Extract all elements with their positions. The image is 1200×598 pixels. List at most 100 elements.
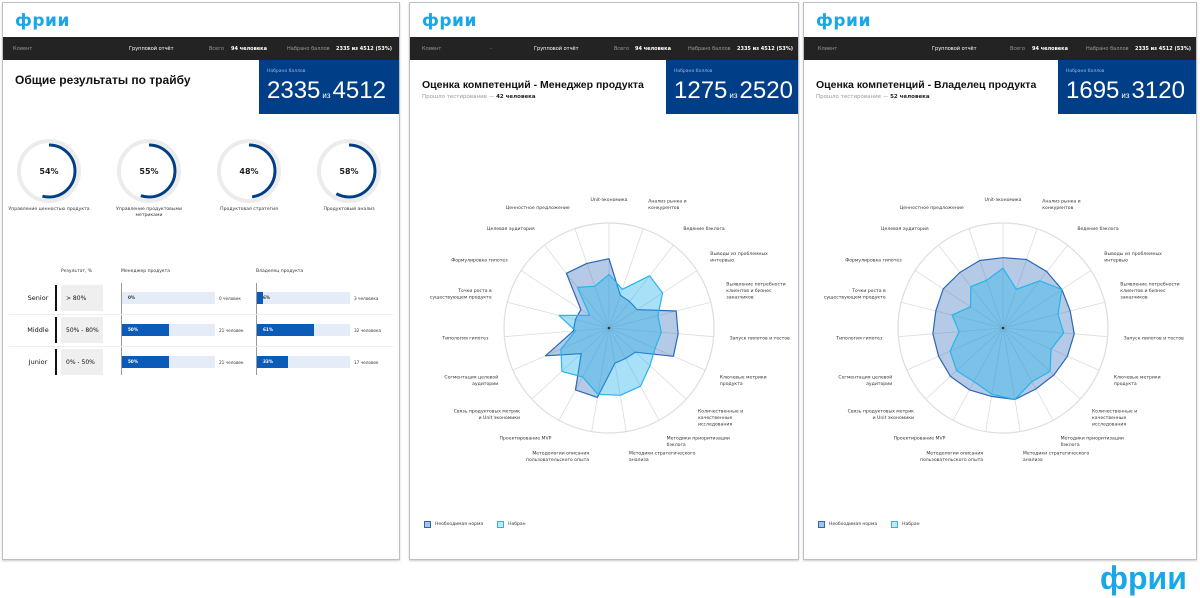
radar-axis-label: Методики стратегического анализа [629,451,696,464]
radar-spoke [520,270,610,329]
row-marker [55,317,57,343]
manager-bar-fill [122,356,169,368]
radar-spoke [906,327,1004,371]
radar-spoke [1002,244,1068,329]
manager-bar: 0% [122,292,215,304]
radar-axis-label: Запуск пилотов и тестов [1124,335,1185,341]
radar-axis-label: Выводы из проблемных интервью [1104,251,1162,264]
row-level: Middle [27,326,49,334]
radar-axis-label: Ценностное предложение [900,205,964,211]
radar-spoke [608,228,644,329]
manager-bar: 50% [122,356,215,368]
ring-percent: 58% [339,167,358,176]
manager-count: 0 человек [219,296,241,301]
radar-axis-label: Связь продуктовых метрик и Unit экономики [454,409,521,422]
radar-axis-label: Выводы из проблемных интервью [710,251,768,264]
radar-spoke [608,244,674,329]
legend-swatch-norm [818,521,825,528]
client-label: Клиент [818,45,838,52]
radar-axis-label: Методологии описания пользовательского оп… [526,451,589,464]
row-marker [55,349,57,375]
total-value: 94 человека [1032,45,1068,52]
radar-spoke [504,327,610,338]
legend-label-norm: Необходимая норма [829,522,878,527]
owner-bar-percent: 33% [263,359,274,364]
total-value: 94 человека [231,45,267,52]
client-label: Клиент [13,45,33,52]
radar-axis-label: Проектирование MVP [500,436,552,442]
radar-spoke [558,327,610,421]
legend-swatch-scored [891,521,899,528]
row-range: 0% - 50% [61,349,103,375]
radar-axis-label: Формулировка гипотез [845,257,902,263]
page-title: Общие результаты по трайбу [15,73,191,87]
score-box-value: 2335 [267,77,321,104]
radar-axis-label: Выявление потребности клиентов и бизнес за… [726,281,785,300]
score-box-of: из [729,91,738,100]
owner-page: фрии Клиент Групповой отчёт Всего 94 чел… [803,2,1197,560]
legend-label-norm: Необходимая норма [435,522,484,527]
radar-spoke [1002,301,1105,329]
radar-axis-label: Формулировка гипотез [451,257,508,263]
brand-logo: фрии [422,11,477,31]
radar-axis-label: Ключевые метрики продукта [720,374,767,387]
radar-axis-label: Ценностное предложение [506,205,570,211]
owner-count: 32 человека [354,328,382,333]
ring-fill [321,143,377,199]
subtitle-label: Прошло тестирование — [816,94,889,100]
radar-spoke [608,327,627,432]
radar-spoke [591,327,610,432]
row-range: 50% - 80% [61,317,103,343]
radar-axis-label: Запуск пилотов и тестов [730,335,791,341]
radar-axis-label: Связь продуктовых метрик и Unit экономики [848,409,915,422]
subtitle-label: Прошло тестирование — [422,94,495,100]
legend: Необходимая норма Набран [818,521,920,528]
report-header-bar: Клиент - Групповой отчёт Всего 94 челове… [410,37,798,60]
radar-chart-manager: Unit-экономика Анализ рынка и конкурентов В… [430,197,791,464]
legend: Необходимая норма Набран [424,521,526,528]
manager-count: 21 человек [219,328,244,333]
brand-logo: фрии [816,11,871,31]
radar-axis-label: Анализ рынка и конкурентов [648,198,686,211]
total-label: Всего [209,45,224,52]
subtitle-value: 52 человека [890,94,930,100]
divider [121,283,122,375]
manager-bar: 50% [122,324,215,336]
ring-label: Управление продуктовыми метриками [116,207,182,219]
owner-count: 17 человек [354,360,379,365]
legend-swatch-scored [497,521,505,528]
score-label: Набрано баллов [1086,45,1129,52]
radar-series-scored [558,273,664,396]
radar-spoke [968,228,1004,329]
radar-spoke [608,270,698,329]
ring-fill [221,143,277,199]
radar-spoke [574,228,610,329]
radar-axis-label: Количественные и качественные исследования [698,409,743,428]
radar-axis-label: Методики приоритизации бэклога [667,436,730,449]
radar-chart-owner: Unit-экономика Анализ рынка и конкурентов В… [824,197,1185,464]
total-label: Всего [614,45,629,52]
radar-axis-label: Методики приоритизации бэклога [1061,436,1124,449]
radar-spoke [1002,270,1092,329]
owner-bar: 6% [257,292,350,304]
page-title: Оценка компетенций - Менеджер продукта [422,79,644,91]
progress-ring: 58% [314,136,384,206]
score-value: 2335 из 4512 (53%) [1135,45,1192,52]
ring-fill [121,143,177,199]
report-header-bar: Клиент Групповой отчёт Всего 94 человека… [804,37,1196,60]
ring-track [17,139,81,203]
client-label: Клиент [422,45,442,52]
radar-spoke [544,244,610,329]
radar-series-norm [544,258,679,398]
client-value: - [490,45,492,52]
overview-page: фрии Клиент Групповой отчёт Всего 94 чел… [2,2,400,560]
report-type: Групповой отчёт [534,45,579,52]
radar-spoke [898,327,1004,338]
row-level: Junior [28,358,48,366]
ring-track [217,139,281,203]
manager-bar-percent: 50% [128,327,139,332]
radar-axis-label: Методики стратегического анализа [1023,451,1090,464]
radar-axis-label: Проектирование MVP [894,436,946,442]
score-box: Набрано баллов 2335 из4512 [259,60,399,114]
manager-bar-percent: 0% [128,295,136,300]
